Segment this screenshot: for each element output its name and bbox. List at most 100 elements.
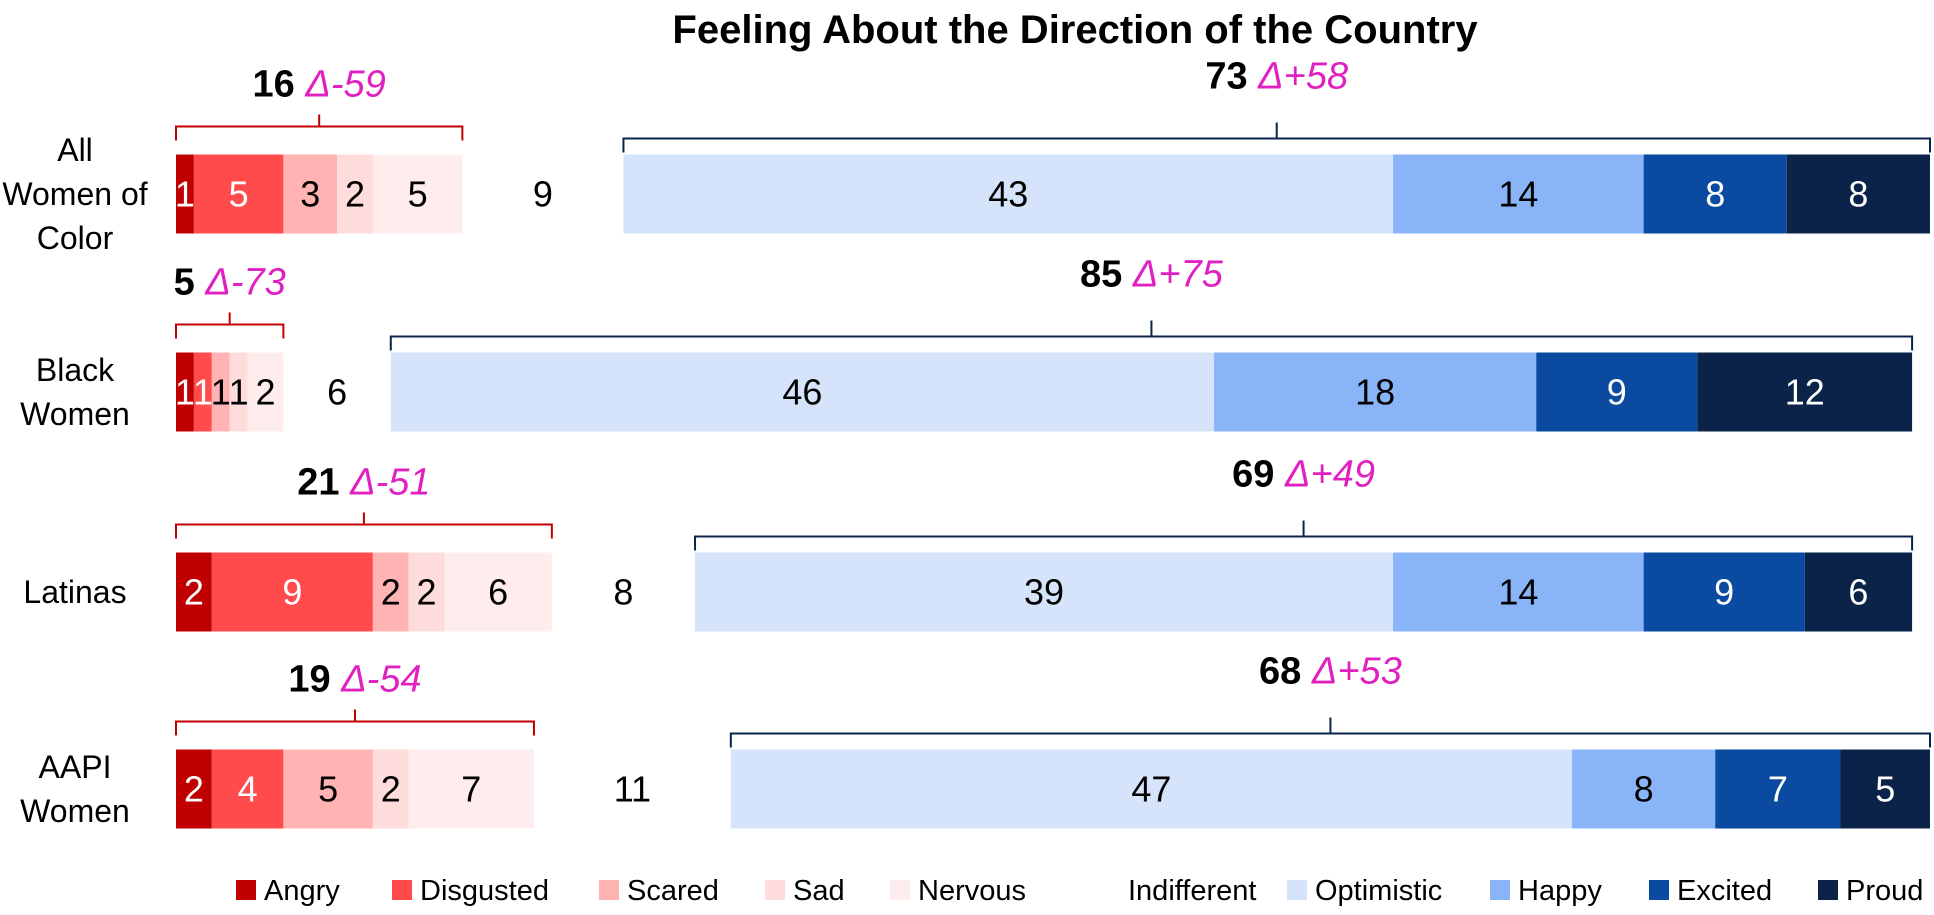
bracket-total: 19 bbox=[288, 659, 330, 701]
legend-swatch bbox=[1818, 880, 1838, 900]
bar-segment bbox=[1840, 749, 1930, 829]
segment-label: 5 bbox=[229, 174, 249, 215]
legend-swatch bbox=[1649, 880, 1669, 900]
segment-label: 6 bbox=[327, 372, 347, 413]
segment-label: 6 bbox=[1848, 572, 1868, 613]
bracket-total: 5 bbox=[174, 262, 195, 304]
bar-segment bbox=[1804, 552, 1913, 632]
segment-label: 1 bbox=[193, 372, 213, 413]
bar-segment bbox=[283, 749, 373, 829]
bracket-label: 16 Δ-59 bbox=[253, 64, 386, 106]
legend-swatch bbox=[392, 880, 412, 900]
bracket-total: 16 bbox=[253, 64, 295, 106]
category-label: All Women of Color bbox=[2, 132, 148, 256]
segment-label: 5 bbox=[318, 769, 338, 810]
bar-segment bbox=[390, 352, 1215, 432]
bar-segment bbox=[211, 552, 373, 632]
segment-label: 2 bbox=[381, 769, 401, 810]
bar-segment bbox=[372, 552, 409, 632]
legend-swatch bbox=[1100, 880, 1120, 900]
bar-segment bbox=[283, 352, 391, 432]
segment-label: 2 bbox=[184, 769, 204, 810]
segment-label: 2 bbox=[184, 572, 204, 613]
bar-segment bbox=[176, 552, 212, 632]
bar-segment bbox=[1643, 154, 1787, 234]
bar-segment bbox=[176, 749, 212, 829]
legend-label: Proud bbox=[1846, 875, 1923, 907]
segment-label: 8 bbox=[1705, 174, 1725, 215]
segment-label: 7 bbox=[1768, 769, 1788, 810]
segment-label: 5 bbox=[408, 174, 428, 215]
segment-label: 14 bbox=[1498, 572, 1538, 613]
legend-label: Nervous bbox=[918, 875, 1026, 907]
segment-label: 12 bbox=[1785, 372, 1825, 413]
segment-label: 9 bbox=[1607, 372, 1627, 413]
bracket-delta: Δ-54 bbox=[340, 659, 421, 701]
segment-label: 2 bbox=[417, 572, 437, 613]
segment-label: 46 bbox=[782, 372, 822, 413]
bracket bbox=[175, 709, 535, 736]
bracket-label: 19 Δ-54 bbox=[288, 659, 421, 701]
bracket bbox=[175, 114, 464, 141]
legend-swatch bbox=[1287, 880, 1307, 900]
bar-segment bbox=[193, 352, 212, 432]
segment-label: 1 bbox=[229, 372, 249, 413]
bracket-label: 68 Δ+53 bbox=[1259, 651, 1402, 693]
bar-segment bbox=[283, 154, 338, 234]
bar-segment bbox=[408, 749, 534, 829]
segment-label: 14 bbox=[1498, 174, 1538, 215]
bar-segment bbox=[1536, 352, 1698, 432]
bar-segment bbox=[1715, 749, 1841, 829]
bracket-total: 21 bbox=[297, 462, 339, 504]
segment-label: 9 bbox=[1714, 572, 1734, 613]
chart-title: Feeling About the Direction of the Count… bbox=[672, 8, 1478, 52]
legend-swatch bbox=[1490, 880, 1510, 900]
segment-label: 2 bbox=[381, 572, 401, 613]
bar-segment bbox=[533, 749, 731, 829]
bracket-delta: Δ-73 bbox=[204, 262, 285, 304]
bar-segment bbox=[408, 552, 445, 632]
legend-label: Happy bbox=[1518, 875, 1602, 907]
bracket-label: 69 Δ+49 bbox=[1232, 454, 1375, 496]
segment-label: 1 bbox=[175, 174, 195, 215]
legend-label: Scared bbox=[627, 875, 719, 907]
bar-segment bbox=[1393, 154, 1644, 234]
bar-segment bbox=[1393, 552, 1644, 632]
legend-label: Disgusted bbox=[420, 875, 549, 907]
bar-segment bbox=[551, 552, 696, 632]
bracket-total: 68 bbox=[1259, 651, 1301, 693]
bracket-total: 69 bbox=[1232, 454, 1274, 496]
segment-label: 11 bbox=[614, 769, 651, 810]
segment-label: 7 bbox=[461, 769, 481, 810]
bracket-delta: Δ+58 bbox=[1257, 56, 1348, 98]
category-label: Black Women bbox=[20, 352, 130, 432]
bar-segment bbox=[695, 552, 1394, 632]
bracket bbox=[389, 320, 1914, 351]
segment-label: 6 bbox=[488, 572, 508, 613]
bar-segment bbox=[211, 352, 230, 432]
bar-segment bbox=[1214, 352, 1537, 432]
segment-label: 3 bbox=[300, 174, 320, 215]
bracket-label: 85 Δ+75 bbox=[1080, 254, 1224, 296]
bracket-label: 5 Δ-73 bbox=[174, 262, 286, 304]
bar-segment bbox=[1572, 749, 1716, 829]
segment-label: 1 bbox=[211, 372, 231, 413]
segment-label: 43 bbox=[988, 174, 1028, 215]
bracket-delta: Δ-59 bbox=[304, 64, 385, 106]
segment-label: 8 bbox=[1848, 174, 1868, 215]
bar-segment bbox=[193, 154, 284, 234]
bar-segment bbox=[247, 352, 284, 432]
segment-label: 2 bbox=[345, 174, 365, 215]
bar-segment bbox=[444, 552, 552, 632]
legend-label: Sad bbox=[793, 875, 845, 907]
segment-label: 8 bbox=[1634, 769, 1654, 810]
bracket-total: 85 bbox=[1080, 254, 1122, 296]
bracket-delta: Δ+75 bbox=[1132, 254, 1224, 296]
segment-label: 47 bbox=[1131, 769, 1171, 810]
bracket-delta: Δ+53 bbox=[1311, 651, 1402, 693]
bar-segment bbox=[1697, 352, 1913, 432]
segment-label: 18 bbox=[1355, 372, 1395, 413]
legend-swatch bbox=[765, 880, 785, 900]
legend-swatch bbox=[236, 880, 256, 900]
